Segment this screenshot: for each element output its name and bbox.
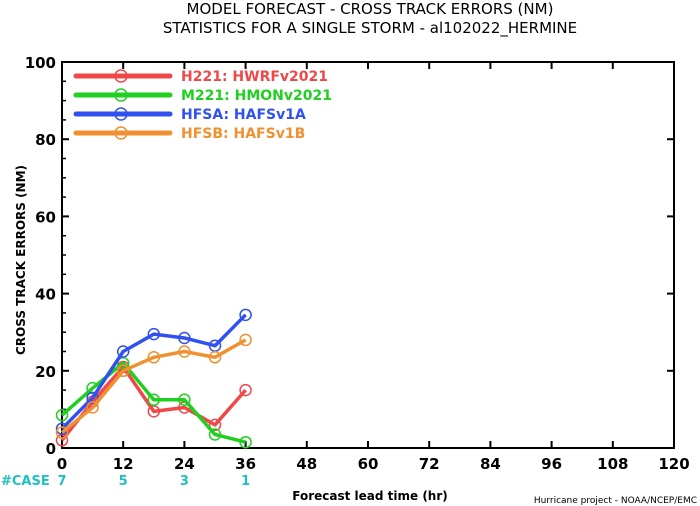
- series-line: [60, 361, 247, 444]
- data-point: [147, 351, 161, 364]
- x-tick-label: 60: [358, 455, 379, 473]
- y-tick-label: 40: [35, 286, 56, 304]
- y-tick-label: 20: [35, 363, 56, 381]
- x-tick-label: 108: [597, 455, 628, 473]
- axes: 0 12 24 36 48 60 72 84 96 108 120 0 20 40 60 80 100: [25, 54, 690, 473]
- x-tick-label: 72: [419, 455, 440, 473]
- x-tick-label: 96: [541, 455, 562, 473]
- x-tick-label: 120: [658, 455, 689, 473]
- data-point: [55, 408, 69, 422]
- legend-label: HFSA: HAFSv1A: [181, 107, 306, 123]
- data-point: [239, 308, 252, 322]
- y-axis-label: CROSS TRACK ERRORS (NM): [14, 165, 28, 355]
- data-point: [208, 418, 222, 432]
- legend-label: HFSB: HAFSv1B: [181, 126, 305, 142]
- series-layer: [55, 308, 252, 449]
- series-line: [60, 338, 247, 434]
- data-point: [208, 428, 222, 441]
- series-1: [55, 356, 252, 449]
- x-tick-label: 12: [113, 455, 134, 473]
- data-point: [178, 331, 191, 345]
- legend: H221: HWRFv2021 M221: HMONv2021 HFSA: HAFS…: [73, 69, 332, 142]
- case-counts: 7 5 3 1: [57, 474, 250, 489]
- case-label: #CASE: [1, 474, 50, 489]
- case-count: 7: [57, 474, 66, 489]
- x-tick-label: 48: [296, 455, 317, 473]
- data-point: [178, 345, 191, 358]
- x-tick-label: 36: [235, 455, 256, 473]
- data-point: [55, 426, 69, 439]
- x-tick-label: 84: [480, 455, 501, 473]
- data-point: [147, 327, 161, 341]
- data-point: [208, 351, 222, 364]
- data-point: [86, 391, 99, 405]
- data-point: [147, 393, 161, 406]
- y-tick-label: 0: [46, 440, 56, 458]
- data-point: [239, 435, 252, 449]
- plot-frame: [61, 61, 675, 449]
- case-count: 1: [241, 474, 250, 489]
- x-axis-label: Forecast lead time (hr): [292, 489, 448, 503]
- data-point: [116, 364, 130, 378]
- data-point: [178, 393, 191, 406]
- y-tick-label: 100: [25, 54, 56, 72]
- data-point: [239, 383, 252, 397]
- x-tick-label: 24: [174, 455, 195, 473]
- legend-marker: [114, 126, 128, 140]
- case-count: 5: [119, 474, 128, 489]
- series-line: [60, 313, 247, 430]
- data-point: [239, 333, 252, 347]
- legend-marker: [114, 107, 128, 121]
- case-count: 3: [180, 474, 189, 489]
- legend-label: M221: HMONv2021: [181, 88, 332, 104]
- y-tick-label: 60: [35, 208, 56, 226]
- credit-text: Hurricane project - NOAA/NCEP/EMC: [534, 496, 697, 506]
- x-tick-label: 0: [57, 455, 67, 473]
- data-point: [86, 401, 99, 414]
- chart-title: MODEL FORECAST - CROSS TRACK ERRORS (NM): [187, 0, 554, 18]
- legend-marker: [114, 88, 128, 102]
- chart-subtitle: STATISTICS FOR A SINGLE STORM - al102022…: [163, 19, 577, 38]
- series-3: [55, 333, 252, 439]
- data-point: [116, 345, 130, 358]
- legend-marker: [114, 69, 128, 83]
- legend-label: H221: HWRFv2021: [181, 69, 328, 85]
- y-tick-label: 80: [35, 131, 56, 149]
